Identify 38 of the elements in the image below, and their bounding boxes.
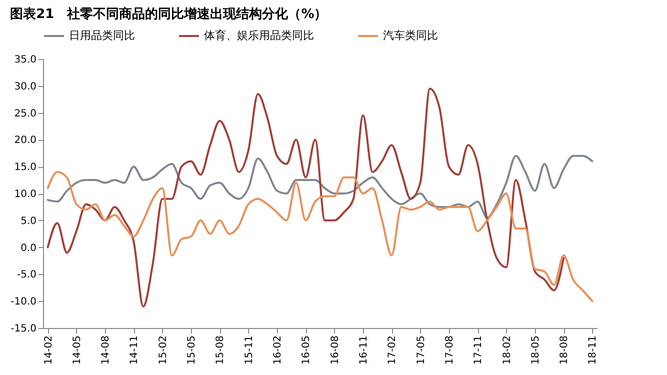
- y-tick-label: -5.0: [16, 270, 36, 281]
- y-tick-label: 15.0: [14, 162, 36, 174]
- y-tick-label: 10.0: [14, 189, 36, 200]
- chart-title: 图表21 社零不同商品的同比增速出现结构分化（%）: [10, 6, 328, 22]
- legend-label: 日用品类同比: [69, 29, 135, 42]
- x-tick-label: 15-05: [186, 336, 198, 365]
- x-tick-label: 17-05: [416, 336, 427, 365]
- x-tick-label: 16-05: [301, 336, 312, 365]
- x-tick-label: 16-02: [272, 336, 284, 365]
- x-tick-label: 15-08: [215, 336, 226, 365]
- x-tick-label: 14-02: [43, 336, 54, 365]
- legend-label: 体育、娱乐用品类同比: [204, 29, 314, 42]
- line-series: [46, 88, 565, 308]
- line-series: [46, 170, 594, 302]
- x-tick-label: 18-05: [530, 336, 542, 365]
- x-tick-label: 17-02: [387, 336, 398, 365]
- y-tick-label: 5.0: [20, 216, 36, 227]
- x-tick-label: 18-08: [559, 336, 570, 365]
- x-tick-label: 16-11: [358, 336, 370, 365]
- y-tick-label: 30.0: [14, 81, 36, 92]
- y-tick-label: -15.0: [10, 324, 36, 334]
- x-tick-label: 15-02: [158, 336, 169, 365]
- x-tick-label: 14-11: [129, 336, 140, 365]
- x-tick-label: 16-08: [330, 336, 341, 365]
- x-tick-label: 14-08: [100, 336, 112, 365]
- legend-label: 汽车类同比: [383, 29, 438, 42]
- y-tick-label: -10.0: [10, 296, 36, 308]
- x-tick-label: 18-02: [502, 336, 513, 365]
- x-tick-label: 17-11: [473, 336, 484, 365]
- y-tick-label: 35.0: [14, 54, 36, 66]
- x-tick-label: 17-08: [444, 336, 456, 365]
- x-tick-label: 18-11: [588, 336, 599, 365]
- y-tick-label: 25.0: [14, 108, 36, 120]
- x-tick-label: 14-05: [72, 336, 83, 365]
- line-series: [46, 154, 594, 219]
- x-tick-label: 15-11: [244, 336, 255, 365]
- y-tick-label: 0.0: [20, 242, 36, 254]
- y-tick-label: 20.0: [14, 135, 36, 146]
